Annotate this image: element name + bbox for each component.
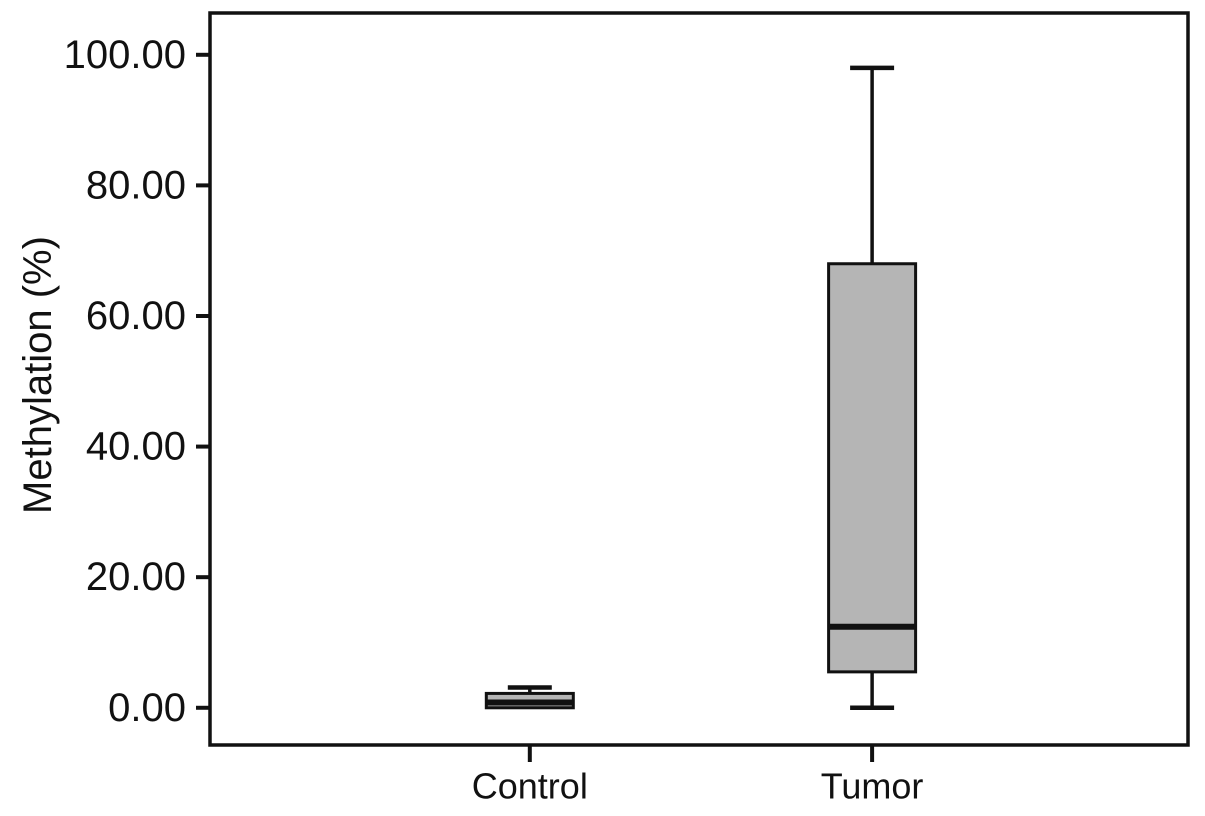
- y-axis-title: Methylation (%): [16, 236, 60, 514]
- y-tick-label: 0.00: [108, 686, 186, 730]
- y-tick-label: 80.00: [86, 163, 186, 207]
- x-category-label: Tumor: [821, 766, 924, 807]
- y-tick-label: 100.00: [64, 33, 186, 77]
- x-category-label: Control: [472, 766, 588, 807]
- box-tumor: [827, 262, 918, 674]
- plot-border: [208, 11, 1190, 747]
- y-tick-label: 60.00: [86, 294, 186, 338]
- y-tick-label: 40.00: [86, 425, 186, 469]
- y-tick-label: 20.00: [86, 555, 186, 599]
